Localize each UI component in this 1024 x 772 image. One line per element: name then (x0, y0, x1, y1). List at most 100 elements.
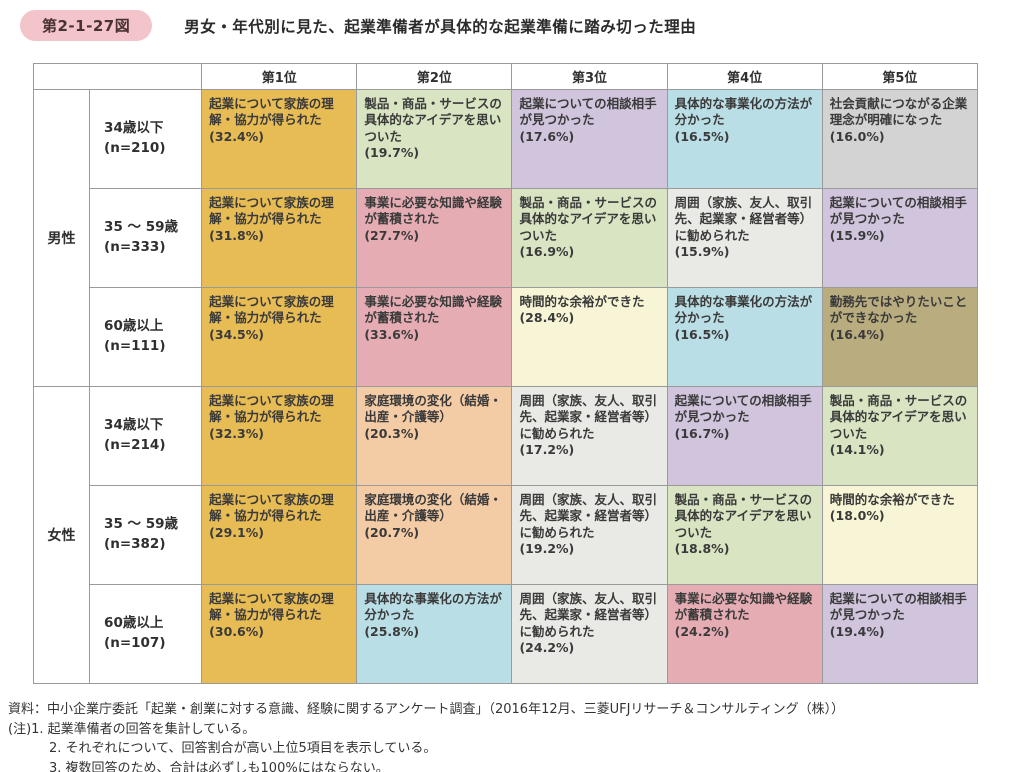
reason-text: 家庭環境の変化（結婚・出産・介護等） (364, 393, 502, 425)
reason-cell: 起業についての相談相手が見つかった (15.9%) (821, 188, 979, 288)
reason-percentage: (32.4%) (209, 128, 264, 144)
reason-percentage: (17.6%) (519, 128, 575, 144)
reason-text: 製品・商品・サービスの具体的なアイデアを思いついた (364, 96, 502, 144)
rank-column-header: 第1位 (201, 63, 358, 90)
reason-text: 製品・商品・サービスの具体的なアイデアを思いついた (829, 393, 968, 441)
corner-cell (32, 63, 203, 90)
age-label: 60歳以上 (104, 318, 164, 335)
note-1: (注)1. 起業準備者の回答を集計している。 (8, 721, 256, 737)
reason-text: 起業についての相談相手が見つかった (519, 96, 657, 128)
reason-text: 起業について家族の理解・協力が得られた (209, 393, 334, 425)
reason-percentage: (16.9%) (519, 243, 575, 259)
reason-cell: 起業について家族の理解・協力が得られた (32.3%) (201, 386, 358, 486)
rank-column-header: 第2位 (356, 63, 513, 90)
age-group-cell: 60歳以上 (n=107) (89, 584, 203, 684)
reason-cell: 起業について家族の理解・協力が得られた (31.8%) (201, 188, 358, 288)
reason-text: 事業に必要な知識や経験が蓄積された (364, 195, 502, 227)
reason-cell: 周囲（家族、友人、取引先、起業家・経営者等）に勧められた (19.2%) (511, 485, 668, 585)
age-label: 35 ～ 59歳 (104, 219, 179, 236)
reason-text: 事業に必要な知識や経験が蓄積された (674, 591, 813, 623)
figure-notes: 資料：中小企業庁委託「起業・創業に対する意識、経験に関するアンケート調査」（20… (8, 700, 1018, 772)
reason-cell: 周囲（家族、友人、取引先、起業家・経営者等）に勧められた (24.2%) (511, 584, 668, 684)
reason-percentage: (16.7%) (674, 425, 730, 441)
reason-percentage: (34.5%) (209, 326, 264, 342)
reason-text: 周囲（家族、友人、取引先、起業家・経営者等）に勧められた (519, 591, 657, 639)
reason-text: 時間的な余裕ができた (519, 294, 645, 309)
reason-cell: 時間的な余裕ができた (28.4%) (511, 287, 668, 387)
reason-percentage: (19.4%) (829, 623, 885, 639)
reason-percentage: (14.1%) (829, 441, 885, 457)
reason-cell: 製品・商品・サービスの具体的なアイデアを思いついた (14.1%) (821, 386, 979, 486)
reason-text: 周囲（家族、友人、取引先、起業家・経営者等）に勧められた (519, 492, 657, 540)
reason-percentage: (31.8%) (209, 227, 264, 243)
reason-text: 周囲（家族、友人、取引先、起業家・経営者等）に勧められた (519, 393, 657, 441)
rank-column-header: 第4位 (666, 63, 823, 90)
reason-percentage: (19.2%) (519, 540, 575, 556)
reason-text: 具体的な事業化の方法が分かった (674, 294, 813, 326)
reason-cell: 家庭環境の変化（結婚・出産・介護等） (20.7%) (356, 485, 513, 585)
reason-percentage: (24.2%) (519, 639, 575, 655)
reason-percentage: (27.7%) (364, 227, 420, 243)
reason-cell: 周囲（家族、友人、取引先、起業家・経営者等）に勧められた (15.9%) (666, 188, 823, 288)
reason-cell: 起業についての相談相手が見つかった (19.4%) (821, 584, 979, 684)
table-row: 35 ～ 59歳 (n=382) 起業について家族の理解・協力が得られた (29.1%… (34, 485, 979, 585)
reason-percentage: (29.1%) (209, 524, 264, 540)
reason-cell: 事業に必要な知識や経験が蓄積された (24.2%) (666, 584, 823, 684)
sample-size-label: (n=214) (104, 437, 166, 453)
reason-cell: 具体的な事業化の方法が分かった (16.5%) (666, 287, 823, 387)
table-row: 60歳以上 (n=107) 起業について家族の理解・協力が得られた (30.6%) 具体… (34, 584, 979, 684)
reason-text: 製品・商品・サービスの具体的なアイデアを思いついた (674, 492, 813, 540)
reason-text: 勤務先ではやりたいことができなかった (829, 294, 968, 326)
sample-size-label: (n=210) (104, 140, 166, 156)
reason-text: 家庭環境の変化（結婚・出産・介護等） (364, 492, 502, 524)
rank-header-row: 第1位 第2位 第3位 第4位 第5位 (32, 63, 979, 90)
reason-text: 起業について家族の理解・協力が得られた (209, 294, 334, 326)
reason-percentage: (15.9%) (829, 227, 885, 243)
reason-cell: 時間的な余裕ができた (18.0%) (821, 485, 979, 585)
reason-text: 起業についての相談相手が見つかった (674, 393, 812, 425)
sample-size-label: (n=333) (104, 239, 166, 255)
ranking-table: 第1位 第2位 第3位 第4位 第5位 男性 34歳以下 (n=210) 起業について家族の理… (32, 63, 979, 684)
figure-number-badge: 第2-1-27図 (20, 10, 153, 41)
age-label: 35 ～ 59歳 (104, 516, 179, 533)
reason-cell: 周囲（家族、友人、取引先、起業家・経営者等）に勧められた (17.2%) (511, 386, 668, 486)
age-group-cell: 35 ～ 59歳 (n=382) (89, 485, 203, 585)
note-3: 3. 複数回答のため、合計は必ずしも100%にはならない。 (49, 760, 389, 772)
reason-percentage: (24.2%) (674, 623, 730, 639)
reason-percentage: (15.9%) (674, 243, 730, 259)
reason-text: 具体的な事業化の方法が分かった (674, 96, 813, 128)
reason-percentage: (30.6%) (209, 623, 264, 639)
reason-percentage: (33.6%) (364, 326, 420, 342)
reason-text: 周囲（家族、友人、取引先、起業家・経営者等）に勧められた (674, 195, 813, 243)
sample-size-label: (n=107) (104, 635, 166, 651)
reason-percentage: (28.4%) (519, 310, 575, 326)
reason-text: 起業についての相談相手が見つかった (829, 591, 967, 623)
reason-text: 具体的な事業化の方法が分かった (364, 591, 502, 623)
reason-cell: 製品・商品・サービスの具体的なアイデアを思いついた (16.9%) (511, 188, 668, 288)
age-label: 60歳以上 (104, 615, 164, 632)
reason-percentage: (32.3%) (209, 425, 264, 441)
reason-percentage: (16.5%) (674, 128, 730, 144)
reason-cell: 家庭環境の変化（結婚・出産・介護等） (20.3%) (356, 386, 513, 486)
figure-header: 第2-1-27図 男女・年代別に見た、起業準備者が具体的な起業準備に踏み切った理… (20, 10, 1010, 41)
reason-text: 製品・商品・サービスの具体的なアイデアを思いついた (519, 195, 657, 243)
table-row: 35 ～ 59歳 (n=333) 起業について家族の理解・協力が得られた (31.8%… (34, 188, 979, 288)
reason-cell: 起業について家族の理解・協力が得られた (34.5%) (201, 287, 358, 387)
reason-cell: 起業について家族の理解・協力が得られた (32.4%) (201, 89, 358, 189)
age-group-cell: 60歳以上 (n=111) (89, 287, 203, 387)
reason-cell: 起業についての相談相手が見つかった (17.6%) (511, 89, 668, 189)
reason-cell: 起業についての相談相手が見つかった (16.7%) (666, 386, 823, 486)
reason-cell: 社会貢献につながる企業理念が明確になった (16.0%) (821, 89, 979, 189)
reason-percentage: (19.7%) (364, 144, 420, 160)
reason-text: 起業について家族の理解・協力が得られた (209, 195, 334, 227)
reason-percentage: (18.8%) (674, 540, 730, 556)
age-label: 34歳以下 (104, 417, 164, 434)
reason-cell: 具体的な事業化の方法が分かった (16.5%) (666, 89, 823, 189)
reason-text: 事業に必要な知識や経験が蓄積された (364, 294, 502, 326)
age-group-cell: 35 ～ 59歳 (n=333) (89, 188, 203, 288)
reason-text: 起業について家族の理解・協力が得られた (209, 96, 334, 128)
table-row: 60歳以上 (n=111) 起業について家族の理解・協力が得られた (34.5%) 事業… (34, 287, 979, 387)
reason-percentage: (20.7%) (364, 524, 420, 540)
reason-cell: 事業に必要な知識や経験が蓄積された (27.7%) (356, 188, 513, 288)
